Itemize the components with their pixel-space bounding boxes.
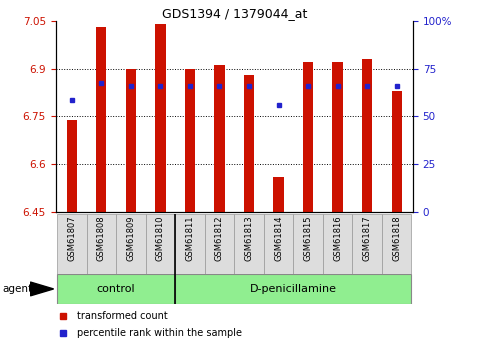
Bar <box>86 214 116 274</box>
Bar <box>175 214 205 274</box>
Bar <box>323 214 353 274</box>
Bar <box>146 214 175 274</box>
Bar <box>67 120 77 212</box>
Bar <box>362 59 372 212</box>
Text: transformed count: transformed count <box>77 311 168 321</box>
Text: agent: agent <box>2 284 32 294</box>
Text: GSM61810: GSM61810 <box>156 216 165 261</box>
Bar <box>353 214 382 274</box>
Title: GDS1394 / 1379044_at: GDS1394 / 1379044_at <box>162 7 307 20</box>
Bar <box>244 75 254 212</box>
Text: GSM61814: GSM61814 <box>274 216 283 261</box>
Bar <box>155 24 166 212</box>
Bar <box>185 69 195 212</box>
Bar <box>303 62 313 212</box>
Text: GSM61816: GSM61816 <box>333 216 342 261</box>
Text: GSM61807: GSM61807 <box>67 216 76 261</box>
Bar <box>234 214 264 274</box>
Text: GSM61818: GSM61818 <box>392 216 401 261</box>
Text: control: control <box>97 284 135 294</box>
Bar <box>273 177 284 212</box>
Bar <box>264 214 293 274</box>
Text: GSM61808: GSM61808 <box>97 216 106 261</box>
Bar <box>57 274 175 304</box>
Text: GSM61809: GSM61809 <box>127 216 135 261</box>
Text: GSM61812: GSM61812 <box>215 216 224 261</box>
Text: GSM61815: GSM61815 <box>304 216 313 261</box>
Text: GSM61811: GSM61811 <box>185 216 195 261</box>
Text: D-penicillamine: D-penicillamine <box>250 284 337 294</box>
Bar <box>96 27 106 212</box>
Bar <box>57 214 86 274</box>
Bar <box>116 214 146 274</box>
Text: GSM61817: GSM61817 <box>363 216 372 261</box>
Bar <box>205 214 234 274</box>
Bar <box>392 91 402 212</box>
Bar <box>126 69 136 212</box>
Polygon shape <box>30 282 54 296</box>
Bar <box>214 66 225 212</box>
Text: GSM61813: GSM61813 <box>244 216 254 261</box>
Bar <box>332 62 343 212</box>
Bar <box>175 274 412 304</box>
Bar <box>293 214 323 274</box>
Bar <box>382 214 412 274</box>
Text: percentile rank within the sample: percentile rank within the sample <box>77 328 242 338</box>
